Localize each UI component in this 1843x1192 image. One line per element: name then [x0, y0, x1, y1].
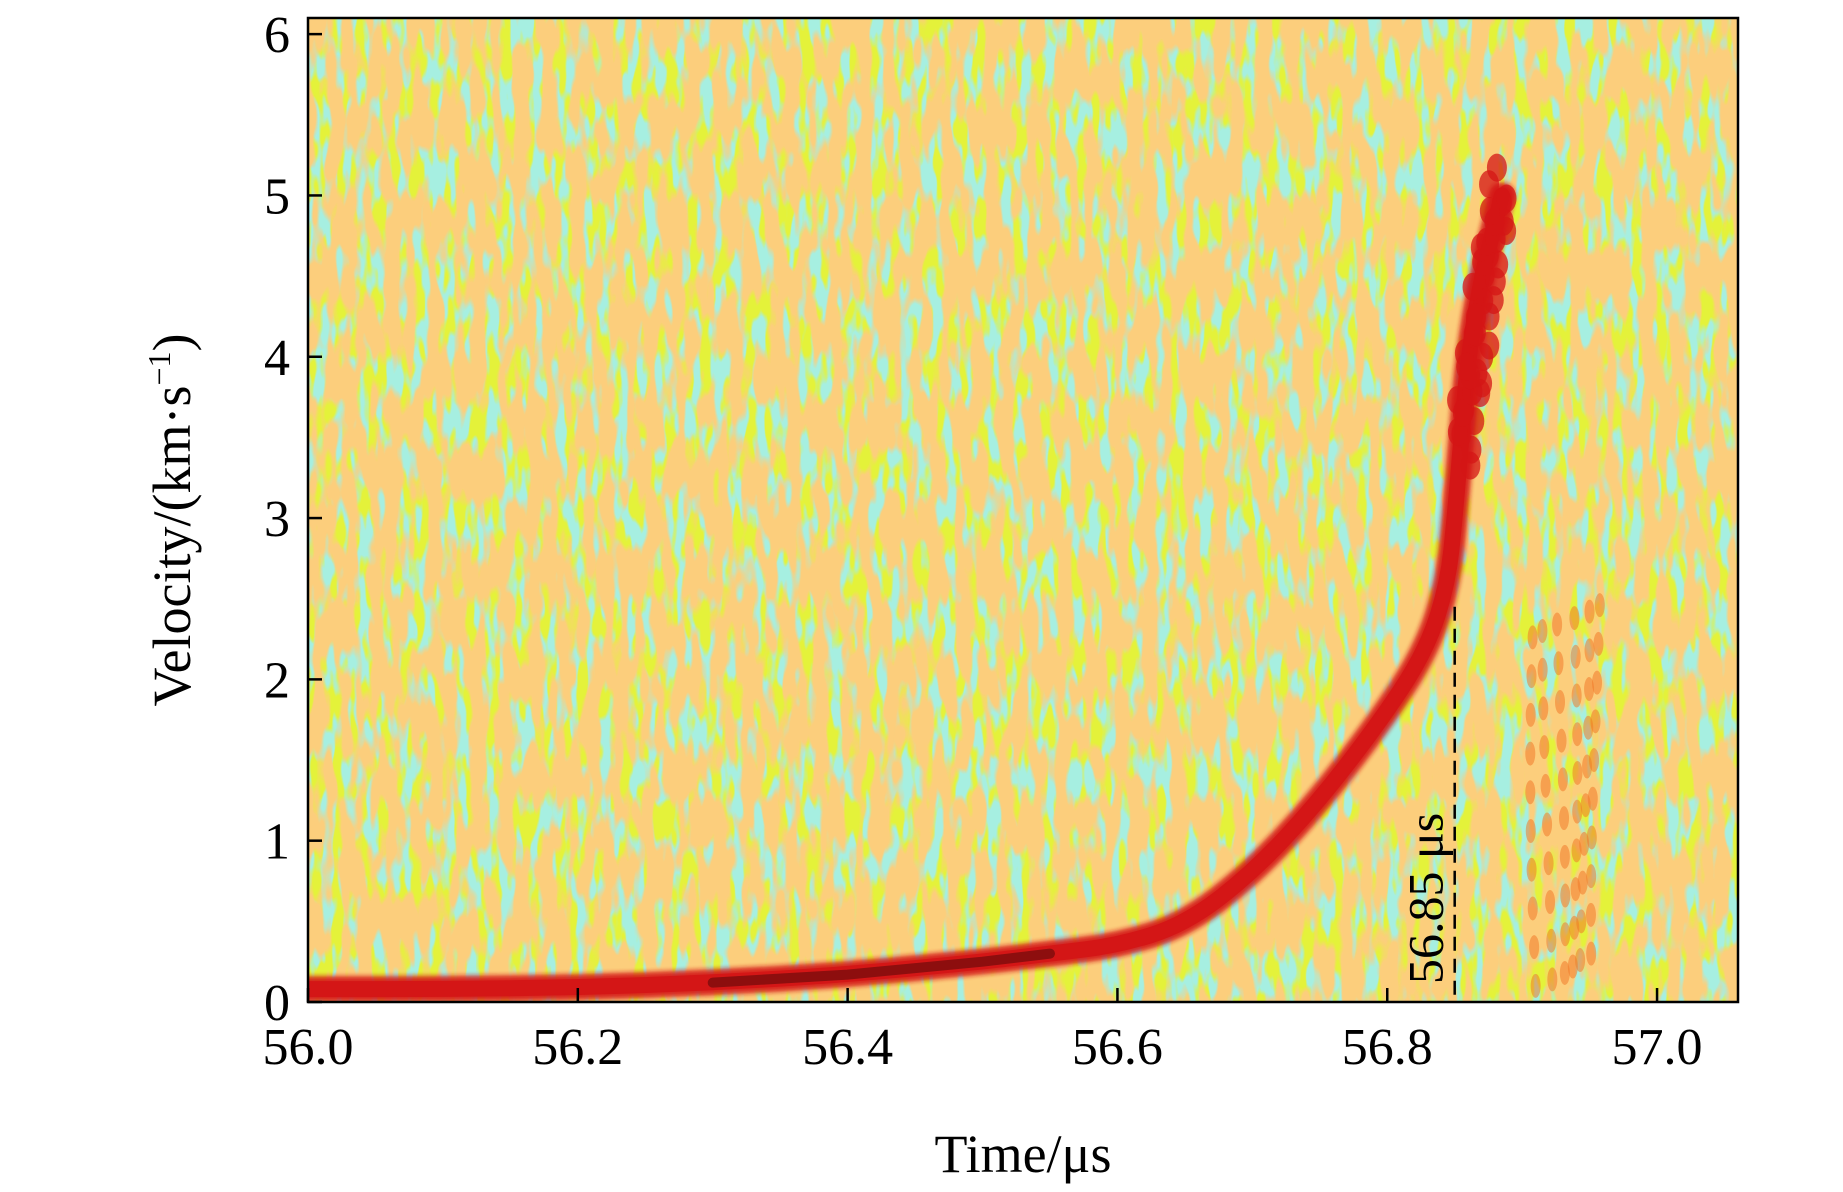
late-signal-mark: [1537, 657, 1548, 682]
late-signal-mark: [1545, 889, 1556, 914]
y-tick-label: 2: [264, 652, 290, 709]
late-signal-mark: [1559, 806, 1570, 831]
y-axis-title-superscript: −1: [141, 351, 177, 385]
late-signal-mark: [1593, 631, 1604, 656]
late-signal-mark: [1572, 760, 1583, 785]
late-signal-mark: [1586, 825, 1597, 850]
trace-scatter-point: [1496, 184, 1517, 213]
late-signal-mark: [1587, 786, 1598, 811]
x-tick-label: 56.0: [263, 1019, 354, 1076]
velocity-trace: [308, 153, 1605, 1002]
late-signal-mark: [1560, 883, 1571, 908]
late-signal-mark: [1538, 696, 1549, 721]
y-tick-label: 1: [264, 814, 290, 871]
trace-scatter-point: [1452, 398, 1473, 427]
y-tick-label: 6: [264, 7, 290, 64]
y-axis-title: Velocity/(km·s−1): [141, 334, 202, 707]
late-signal-mark: [1540, 773, 1551, 798]
trace-scatter-point: [1486, 153, 1507, 182]
late-signal-mark: [1557, 767, 1568, 792]
late-signal-mark: [1570, 644, 1581, 669]
trace-scatter-point: [1465, 303, 1486, 332]
y-axis-title-close: ): [142, 334, 202, 352]
plot-frame: [306, 16, 1740, 1004]
late-signal-mark: [1527, 625, 1538, 650]
late-signal-mark: [1575, 948, 1586, 973]
trace-scatter-point: [1461, 435, 1482, 464]
late-signal-mark: [1556, 728, 1567, 753]
x-tick-label: 56.2: [532, 1019, 623, 1076]
y-tick-label: 4: [264, 330, 290, 387]
late-signal-mark: [1552, 612, 1563, 637]
late-signal-mark: [1584, 638, 1595, 663]
late-signal-mark: [1589, 748, 1600, 773]
y-tick-label: 0: [264, 975, 290, 1032]
late-signal-mark: [1572, 799, 1583, 824]
y-axis-title-main: Velocity/(km·s: [142, 386, 202, 707]
late-signal-mark: [1525, 702, 1536, 727]
late-signal-mark: [1553, 651, 1564, 676]
late-signal-mark: [1530, 973, 1541, 998]
late-signal-mark: [1543, 851, 1554, 876]
late-signal-mark: [1525, 741, 1536, 766]
trace-scatter-point: [1485, 267, 1506, 296]
late-signal-mark: [1571, 838, 1582, 863]
y-tick-label: 3: [264, 491, 290, 548]
late-signal-mark: [1526, 857, 1537, 882]
late-signal-mark: [1577, 870, 1588, 895]
late-signal-mark: [1586, 864, 1597, 889]
late-signal-mark: [1537, 618, 1548, 643]
trace-scatter-point: [1456, 352, 1477, 381]
x-tick-label: 56.4: [802, 1019, 893, 1076]
x-tick-label: 56.6: [1072, 1019, 1163, 1076]
plot-area: [308, 18, 1738, 1002]
late-signal-mark: [1525, 780, 1536, 805]
late-signal-mark: [1569, 606, 1580, 631]
late-signal-mark: [1547, 967, 1558, 992]
x-axis-title: Time/μs: [934, 1124, 1111, 1184]
late-signal-mark: [1584, 599, 1595, 624]
late-signal-mark: [1594, 593, 1605, 618]
late-signal-mark: [1584, 677, 1595, 702]
late-signal-mark: [1579, 831, 1590, 856]
late-signal-mark: [1559, 844, 1570, 869]
x-tick-label: 57.0: [1612, 1019, 1703, 1076]
late-signal-mark: [1555, 689, 1566, 714]
late-signal-mark: [1586, 941, 1597, 966]
late-signal-mark: [1592, 670, 1603, 695]
annotation-label: 56.85 μs: [1398, 813, 1454, 984]
late-signal-mark: [1526, 664, 1537, 689]
late-signal-mark: [1572, 722, 1583, 747]
y-tick-label: 5: [264, 168, 290, 225]
late-signal-mark: [1539, 735, 1550, 760]
trace-scatter-point: [1479, 197, 1500, 226]
x-axis-ticks: 56.0 56.2 56.4 56.6 56.8 57.0: [263, 988, 1703, 1076]
late-signal-mark: [1576, 909, 1587, 934]
trace-line: [308, 187, 1510, 998]
trace-core: [707, 948, 1055, 988]
late-signal-mark: [1546, 928, 1557, 953]
late-signal-mark: [1559, 960, 1570, 985]
late-signal-mark: [1560, 922, 1571, 947]
y-axis-ticks: 0 1 2 3 4 5 6: [264, 7, 322, 1032]
late-signal-mark: [1585, 902, 1596, 927]
x-tick-label: 56.8: [1342, 1019, 1433, 1076]
late-signal-mark: [1571, 683, 1582, 708]
late-signal-mark: [1542, 812, 1553, 837]
late-signal-mark: [1590, 709, 1601, 734]
late-signal-mark: [1525, 819, 1536, 844]
late-signal-mark: [1529, 935, 1540, 960]
late-signal-mark: [1527, 896, 1538, 921]
noise-texture-orange: [308, 18, 1738, 1002]
